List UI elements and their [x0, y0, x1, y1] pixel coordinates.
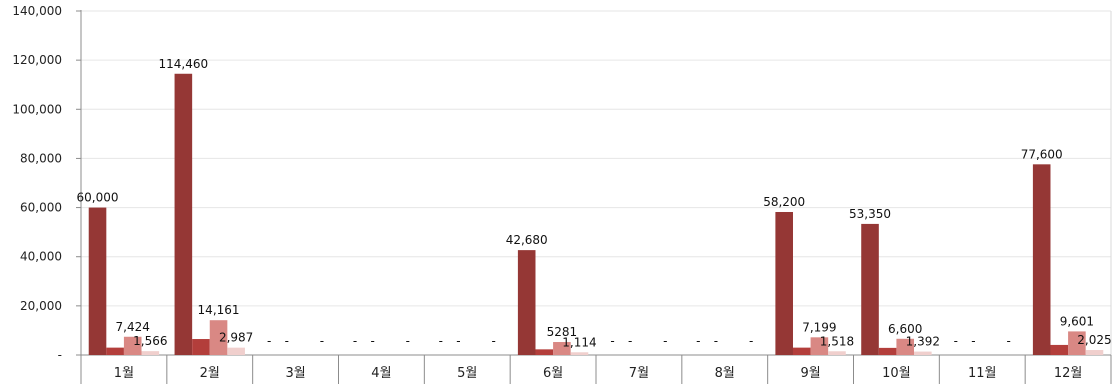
bar: [1068, 331, 1086, 355]
x-tick-label: 2월: [200, 366, 220, 381]
data-label: 7,424: [116, 320, 150, 334]
bar: [570, 352, 589, 355]
data-label: -: [628, 334, 632, 348]
bar: [896, 338, 915, 355]
data-label: 1,518: [820, 334, 854, 348]
data-label: -: [267, 334, 271, 348]
data-label: -: [370, 334, 374, 348]
data-label: -: [663, 334, 667, 348]
y-tick-label: -: [58, 348, 62, 362]
data-label: 7,199: [802, 320, 836, 334]
bar: [517, 250, 536, 355]
x-tick-label: 3월: [285, 366, 305, 381]
data-label: -: [696, 334, 700, 348]
data-label: -: [285, 334, 289, 348]
data-label: -: [1006, 334, 1010, 348]
bar: [810, 337, 829, 355]
y-tick-label: 40,000: [20, 250, 62, 264]
data-label: 1,566: [133, 334, 167, 348]
data-label: 42,680: [506, 233, 548, 247]
data-label: -: [406, 334, 410, 348]
bar: [141, 351, 160, 355]
bar: [1032, 164, 1051, 355]
data-label: -: [353, 334, 357, 348]
data-label: -: [954, 334, 958, 348]
bar: [775, 211, 793, 355]
data-label: -: [971, 334, 975, 348]
gridlines: [81, 10, 1112, 384]
data-label: -: [439, 334, 443, 348]
data-label: 60,000: [77, 191, 119, 205]
data-label: 114,460: [159, 57, 209, 71]
bar: [123, 336, 142, 355]
data-label: 9,601: [1060, 314, 1094, 328]
bar: [88, 207, 107, 355]
x-tick-label: 6월: [543, 366, 563, 381]
data-label: 58,200: [763, 195, 805, 209]
y-tick-label: 100,000: [12, 102, 62, 116]
data-label: 5281: [547, 325, 578, 339]
data-label: 53,350: [849, 207, 891, 221]
x-tick-label: 8월: [715, 366, 735, 381]
x-tick-label: 5월: [457, 366, 477, 381]
bar: [914, 351, 932, 355]
bar: [828, 351, 846, 355]
bar: [1050, 344, 1069, 355]
data-label: 6,600: [888, 322, 922, 336]
x-tick-label: 9월: [800, 366, 820, 381]
x-tick-label: 12월: [1054, 366, 1083, 381]
data-label: 77,600: [1021, 147, 1063, 161]
bars: [88, 73, 1104, 355]
data-label: -: [610, 334, 614, 348]
y-tick-label: 120,000: [12, 53, 62, 67]
y-axis: - 20,000 40,000 60,000 80,000 100,000 120,000 1…: [12, 4, 82, 384]
data-label: 2,025: [1077, 333, 1111, 347]
bar: [792, 347, 811, 355]
x-tick-label: 11월: [968, 366, 997, 381]
x-tick-label: 4월: [371, 366, 391, 381]
bar: [174, 73, 193, 355]
bar: [1085, 350, 1104, 355]
y-tick-label: 60,000: [20, 201, 62, 215]
data-label: 2,987: [219, 331, 253, 345]
data-label: 1,392: [906, 335, 940, 349]
bar: [227, 347, 245, 355]
bar: [209, 320, 228, 355]
x-tick-label: 1월: [114, 366, 134, 381]
bar: [192, 339, 210, 355]
bar: [861, 223, 879, 355]
data-label: -: [749, 334, 753, 348]
bar: [878, 347, 897, 355]
y-tick-label: 140,000: [12, 4, 62, 18]
data-label: -: [714, 334, 718, 348]
data-label: -: [491, 334, 495, 348]
y-tick-label: 80,000: [20, 151, 62, 165]
y-tick-label: 20,000: [20, 299, 62, 313]
x-axis: 1월 2월 3월 4월 5월 6월 7월 8월 9월 10월 11월 12월: [80, 354, 1112, 384]
data-label: -: [320, 334, 324, 348]
bar: [535, 349, 554, 355]
data-label: 1,114: [562, 335, 596, 349]
data-label: 14,161: [198, 303, 240, 317]
x-tick-label: 10월: [882, 366, 911, 381]
bar: [106, 347, 124, 355]
data-label: -: [456, 334, 460, 348]
bar: [553, 342, 571, 355]
x-tick-label: 7월: [629, 366, 649, 381]
